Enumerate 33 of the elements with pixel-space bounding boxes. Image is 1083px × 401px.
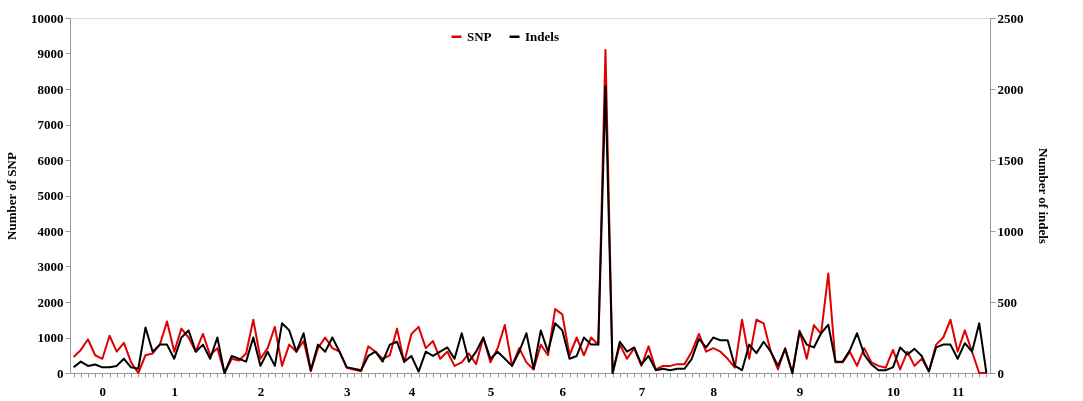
y2-tick-label: 2000 (997, 81, 1024, 97)
y-tick-label: 8000 (37, 81, 64, 97)
y-tick-label: 3000 (37, 259, 64, 274)
y2-tick-label: 2500 (997, 10, 1024, 26)
x-tick-label: 8 (710, 383, 718, 399)
y2-tick-label: 500 (997, 294, 1017, 310)
x-tick-label: 6 (559, 383, 567, 399)
x-tick-label: 9 (796, 383, 804, 399)
x-tick-label: 7 (638, 383, 646, 399)
y2-axis-title: Number of indels (1035, 148, 1051, 244)
y2-tick-label: 1500 (997, 152, 1024, 168)
y-tick-label: 2000 (37, 294, 64, 310)
x-tick-label: 11 (952, 383, 965, 399)
x-tick-label: 0 (99, 383, 107, 399)
y-tick-label: 4000 (37, 223, 64, 239)
y-tick-label: 7000 (37, 117, 64, 132)
x-tick-label: 10 (886, 383, 900, 399)
y-tick-label: 9000 (37, 46, 64, 61)
x-tick-label: 2 (257, 383, 265, 399)
x-tick-label: 3 (343, 383, 351, 399)
y-axis-title: Number of SNP (4, 152, 19, 240)
legend-label: Indels (525, 28, 559, 44)
y-tick-label: 10000 (31, 10, 64, 26)
legend-label: SNP (467, 28, 492, 44)
y-tick-label: 1000 (37, 330, 64, 345)
y-tick-label: 5000 (37, 188, 64, 203)
y2-tick-label: 0 (997, 365, 1004, 381)
y-tick-label: 0 (57, 365, 64, 381)
x-tick-label: 5 (487, 383, 495, 399)
y2-tick-label: 1000 (997, 223, 1024, 239)
x-tick-label: 1 (171, 383, 178, 399)
x-tick-label: 4 (408, 383, 416, 399)
y-tick-label: 6000 (37, 152, 64, 168)
